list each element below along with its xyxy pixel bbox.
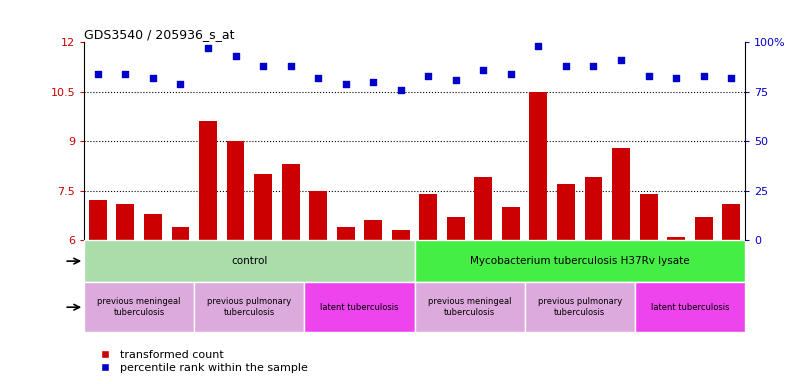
Point xyxy=(147,75,159,81)
Bar xyxy=(364,220,382,240)
Bar xyxy=(199,121,217,240)
Bar xyxy=(585,177,602,240)
Point xyxy=(642,73,655,79)
Point xyxy=(560,63,573,69)
Point xyxy=(532,43,545,49)
Bar xyxy=(667,237,685,240)
Bar xyxy=(227,141,244,240)
Bar xyxy=(474,177,493,240)
Text: control: control xyxy=(231,256,268,266)
Point xyxy=(229,53,242,59)
Legend: transformed count, percentile rank within the sample: transformed count, percentile rank withi… xyxy=(90,345,312,377)
Bar xyxy=(304,282,415,332)
Bar xyxy=(557,184,575,240)
Point xyxy=(449,77,462,83)
Text: previous pulmonary
tuberculosis: previous pulmonary tuberculosis xyxy=(207,298,292,317)
Text: GDS3540 / 205936_s_at: GDS3540 / 205936_s_at xyxy=(84,28,235,41)
Bar xyxy=(415,240,745,282)
Bar xyxy=(694,217,713,240)
Bar xyxy=(194,282,304,332)
Point xyxy=(697,73,710,79)
Point xyxy=(340,81,352,87)
Bar xyxy=(612,148,630,240)
Bar xyxy=(447,217,465,240)
Bar xyxy=(640,194,658,240)
Bar xyxy=(415,282,525,332)
Bar xyxy=(84,240,415,282)
Point xyxy=(119,71,132,77)
Point xyxy=(670,75,682,81)
Point xyxy=(312,75,324,81)
Point xyxy=(284,63,297,69)
Point xyxy=(477,67,489,73)
Bar xyxy=(282,164,300,240)
Text: latent tuberculosis: latent tuberculosis xyxy=(650,303,729,312)
Bar xyxy=(171,227,189,240)
Bar xyxy=(502,207,520,240)
Point xyxy=(91,71,104,77)
Point xyxy=(422,73,435,79)
Text: latent tuberculosis: latent tuberculosis xyxy=(320,303,399,312)
Text: previous meningeal
tuberculosis: previous meningeal tuberculosis xyxy=(98,298,181,317)
Bar xyxy=(392,230,409,240)
Point xyxy=(505,71,517,77)
Point xyxy=(394,87,407,93)
Text: previous pulmonary
tuberculosis: previous pulmonary tuberculosis xyxy=(537,298,622,317)
Bar xyxy=(309,190,327,240)
Bar xyxy=(529,92,547,240)
Bar xyxy=(336,227,355,240)
Bar xyxy=(116,204,135,240)
Bar xyxy=(84,282,194,332)
Point xyxy=(256,63,269,69)
Bar xyxy=(254,174,272,240)
Point xyxy=(174,81,187,87)
Text: Mycobacterium tuberculosis H37Rv lysate: Mycobacterium tuberculosis H37Rv lysate xyxy=(470,256,690,266)
Point xyxy=(587,63,600,69)
Point xyxy=(367,79,380,85)
Point xyxy=(202,45,215,51)
Bar xyxy=(89,200,107,240)
Bar xyxy=(525,282,634,332)
Bar xyxy=(144,214,162,240)
Bar xyxy=(634,282,745,332)
Point xyxy=(725,75,738,81)
Text: previous meningeal
tuberculosis: previous meningeal tuberculosis xyxy=(428,298,511,317)
Bar xyxy=(723,204,740,240)
Bar xyxy=(420,194,437,240)
Point xyxy=(614,57,627,63)
